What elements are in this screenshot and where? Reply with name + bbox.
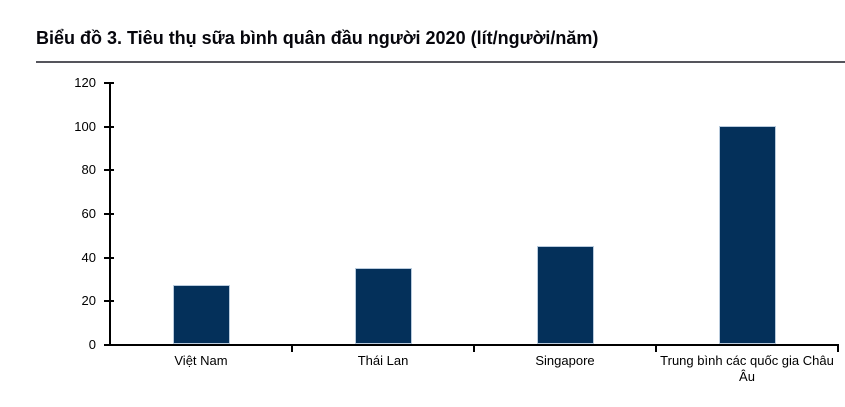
y-axis-tick: [104, 300, 114, 302]
x-axis-tick: [837, 346, 839, 352]
y-axis-tick-label: 20: [81, 293, 96, 308]
y-axis-tick: [104, 169, 114, 171]
y-axis-tick-label: 40: [81, 250, 96, 265]
bar-2: [355, 268, 412, 344]
y-axis-tick: [104, 82, 114, 84]
x-axis-category-label: Singapore: [535, 353, 595, 368]
x-axis-tick: [473, 346, 475, 352]
x-axis-category-label: Việt Nam: [174, 353, 228, 368]
y-axis-tick-label: 80: [81, 162, 96, 177]
y-axis-tick-label: 0: [88, 337, 96, 352]
y-axis-tick-label: 100: [74, 119, 96, 134]
title-divider: [36, 61, 845, 63]
y-axis-tick: [104, 126, 114, 128]
x-axis: [109, 344, 839, 346]
chart-title: Biểu đồ 3. Tiêu thụ sữa bình quân đầu ng…: [36, 28, 599, 48]
bar-3: [537, 246, 594, 344]
x-axis-tick: [655, 346, 657, 352]
bar-1: [173, 285, 230, 344]
y-axis-tick: [104, 213, 114, 215]
x-axis-tick: [291, 346, 293, 352]
y-axis-tick-label: 120: [74, 75, 96, 90]
y-axis-tick-label: 60: [81, 206, 96, 221]
bar-4: [719, 126, 776, 344]
y-axis-tick: [104, 344, 114, 346]
x-axis-category-label: Thái Lan: [357, 353, 409, 368]
x-axis-category-label: Trung bình các quốc gia Châu Âu: [660, 353, 834, 384]
y-axis-tick: [104, 257, 114, 259]
